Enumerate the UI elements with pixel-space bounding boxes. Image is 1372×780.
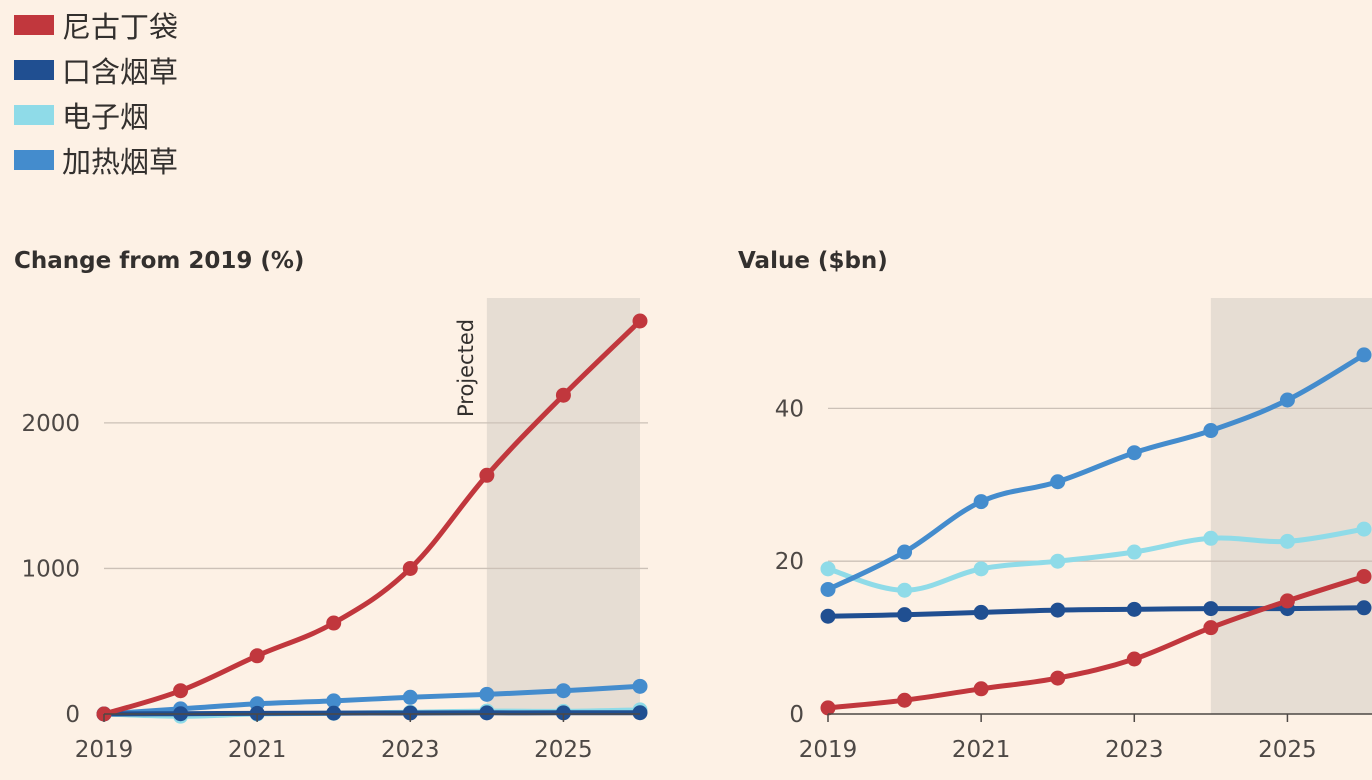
right-data-point bbox=[973, 494, 989, 510]
right-data-point bbox=[1126, 544, 1142, 560]
left-data-point bbox=[555, 705, 571, 721]
right-series-line bbox=[825, 574, 1367, 711]
left-data-point bbox=[479, 705, 495, 721]
right-data-point bbox=[1356, 600, 1372, 616]
left-data-point bbox=[555, 387, 571, 403]
right-data-point bbox=[820, 608, 836, 624]
right-data-point bbox=[1203, 620, 1219, 636]
left-data-point bbox=[249, 648, 265, 664]
right-data-point bbox=[1203, 530, 1219, 546]
right-x-tick-label: 2023 bbox=[1105, 737, 1164, 763]
left-x-tick-label: 2021 bbox=[228, 737, 287, 763]
right-data-point bbox=[897, 692, 913, 708]
right-data-point bbox=[1050, 602, 1066, 618]
right-data-point bbox=[820, 581, 836, 597]
right-y-tick-label: 40 bbox=[775, 396, 804, 422]
right-data-point bbox=[1050, 670, 1066, 686]
right-chart-panel: 0 20 40 2019 2021 2023 2025 bbox=[775, 298, 1372, 763]
left-data-point bbox=[632, 705, 648, 721]
left-data-point bbox=[632, 678, 648, 694]
right-y-tick-label: 0 bbox=[789, 702, 804, 728]
right-data-point bbox=[1203, 423, 1219, 439]
chart-legend: 尼古丁袋口含烟草电子烟加热烟草 bbox=[14, 2, 178, 182]
legend-label: 尼古丁袋 bbox=[62, 9, 179, 44]
right-x-tick-label: 2025 bbox=[1258, 737, 1317, 763]
left-chart-panel: 0 1000 2000 Projected 2019 2021 2023 2025 bbox=[21, 298, 648, 763]
right-data-point bbox=[1126, 651, 1142, 667]
right-data-point bbox=[1356, 347, 1372, 363]
right-panel-title: Value ($bn) bbox=[738, 248, 888, 274]
right-x-tick-label: 2021 bbox=[952, 737, 1011, 763]
left-data-point bbox=[326, 615, 342, 631]
right-data-point bbox=[1356, 521, 1372, 537]
left-x-tick-label: 2025 bbox=[534, 737, 593, 763]
right-data-point bbox=[820, 561, 836, 577]
left-data-point bbox=[479, 467, 495, 483]
left-projected-band bbox=[486, 298, 640, 714]
legend-item: 加热烟草 bbox=[14, 137, 178, 182]
right-data-point bbox=[973, 604, 989, 620]
right-data-point bbox=[973, 681, 989, 697]
left-data-point bbox=[402, 705, 418, 721]
left-data-point bbox=[632, 313, 648, 329]
right-data-point bbox=[820, 700, 836, 716]
left-series-line bbox=[101, 683, 643, 717]
legend-label: 口含烟草 bbox=[62, 54, 179, 89]
left-data-point bbox=[173, 683, 189, 699]
right-data-point bbox=[897, 582, 913, 598]
right-data-point bbox=[897, 544, 913, 560]
right-data-point bbox=[1126, 601, 1142, 617]
left-x-tick-label: 2023 bbox=[381, 737, 440, 763]
legend-swatch bbox=[14, 104, 54, 125]
projected-label: Projected bbox=[454, 319, 478, 417]
legend-swatch bbox=[14, 149, 54, 170]
legend-item: 口含烟草 bbox=[14, 47, 178, 92]
right-data-point bbox=[1203, 601, 1219, 617]
right-data-point bbox=[1356, 568, 1372, 584]
right-y-tick-label: 20 bbox=[775, 549, 804, 575]
legend-label: 电子烟 bbox=[62, 99, 150, 134]
right-data-point bbox=[1279, 533, 1295, 549]
right-x-tick-label: 2019 bbox=[799, 737, 858, 763]
right-series-line bbox=[825, 605, 1367, 619]
left-x-tick-label: 2019 bbox=[75, 737, 134, 763]
legend-swatch bbox=[14, 14, 54, 35]
left-data-point bbox=[555, 683, 571, 699]
legend-label: 加热烟草 bbox=[62, 144, 179, 179]
right-data-point bbox=[1279, 593, 1295, 609]
left-y-tick-label: 2000 bbox=[21, 411, 80, 437]
left-data-point bbox=[402, 689, 418, 705]
right-data-point bbox=[973, 561, 989, 577]
legend-item: 电子烟 bbox=[14, 92, 178, 137]
right-data-point bbox=[1050, 474, 1066, 490]
left-y-tick-label: 0 bbox=[65, 702, 80, 728]
right-data-point bbox=[1279, 392, 1295, 408]
left-data-point bbox=[402, 560, 418, 576]
right-projected-band bbox=[1210, 298, 1372, 714]
left-panel-title: Change from 2019 (%) bbox=[14, 248, 304, 274]
left-data-point bbox=[326, 705, 342, 721]
right-data-point bbox=[1050, 553, 1066, 569]
left-data-point bbox=[326, 693, 342, 709]
left-y-tick-label: 1000 bbox=[21, 556, 80, 582]
right-data-point bbox=[1126, 445, 1142, 461]
legend-item: 尼古丁袋 bbox=[14, 2, 178, 47]
right-data-point bbox=[897, 607, 913, 623]
left-data-point bbox=[479, 686, 495, 702]
legend-swatch bbox=[14, 59, 54, 80]
